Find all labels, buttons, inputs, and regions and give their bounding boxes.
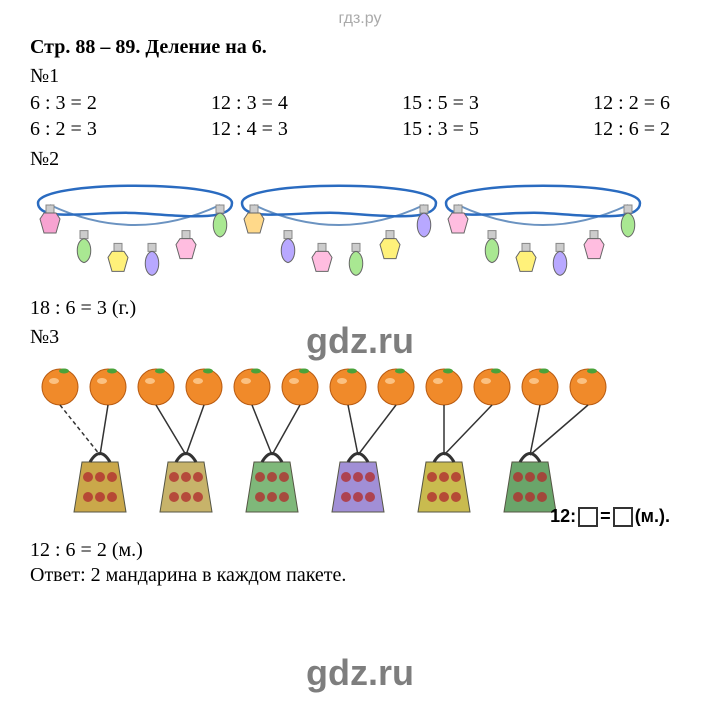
eq: 6 : 3 = 2 bbox=[30, 90, 97, 116]
fruit-illustration: 12: = (м.). bbox=[30, 357, 690, 537]
eq: 12 : 2 = 6 bbox=[593, 90, 670, 116]
eq: 15 : 5 = 3 bbox=[402, 90, 479, 116]
page-title: Стр. 88 – 89. Деление на 6. bbox=[30, 36, 690, 59]
section-2-result: 18 : 6 = 3 (г.) bbox=[30, 297, 690, 320]
watermark: gdz.ru bbox=[306, 320, 414, 362]
eq: 15 : 3 = 5 bbox=[402, 116, 479, 142]
eq: 6 : 2 = 3 bbox=[30, 116, 97, 142]
site-header: гдз.ру bbox=[30, 10, 690, 28]
section-3-result: 12 : 6 = 2 (м.) bbox=[30, 539, 690, 562]
section-1-label: №1 bbox=[30, 65, 690, 88]
formula-suffix: (м.). bbox=[635, 506, 670, 527]
formula-box-1 bbox=[578, 507, 598, 527]
section-3-answer: Ответ: 2 мандарина в каждом пакете. bbox=[30, 564, 690, 587]
eq: 12 : 4 = 3 bbox=[211, 116, 288, 142]
eq: 12 : 6 = 2 bbox=[593, 116, 670, 142]
formula-eq: = bbox=[600, 506, 611, 527]
equations-grid: 6 : 3 = 2 6 : 2 = 3 12 : 3 = 4 12 : 4 = … bbox=[30, 90, 670, 142]
formula: 12: = (м.). bbox=[550, 506, 670, 527]
watermark-bottom: gdz.ru bbox=[306, 652, 414, 694]
eq: 12 : 3 = 4 bbox=[211, 90, 288, 116]
formula-box-2 bbox=[613, 507, 633, 527]
formula-prefix: 12: bbox=[550, 506, 576, 527]
garland-illustration bbox=[30, 175, 690, 295]
section-2-label: №2 bbox=[30, 148, 690, 171]
